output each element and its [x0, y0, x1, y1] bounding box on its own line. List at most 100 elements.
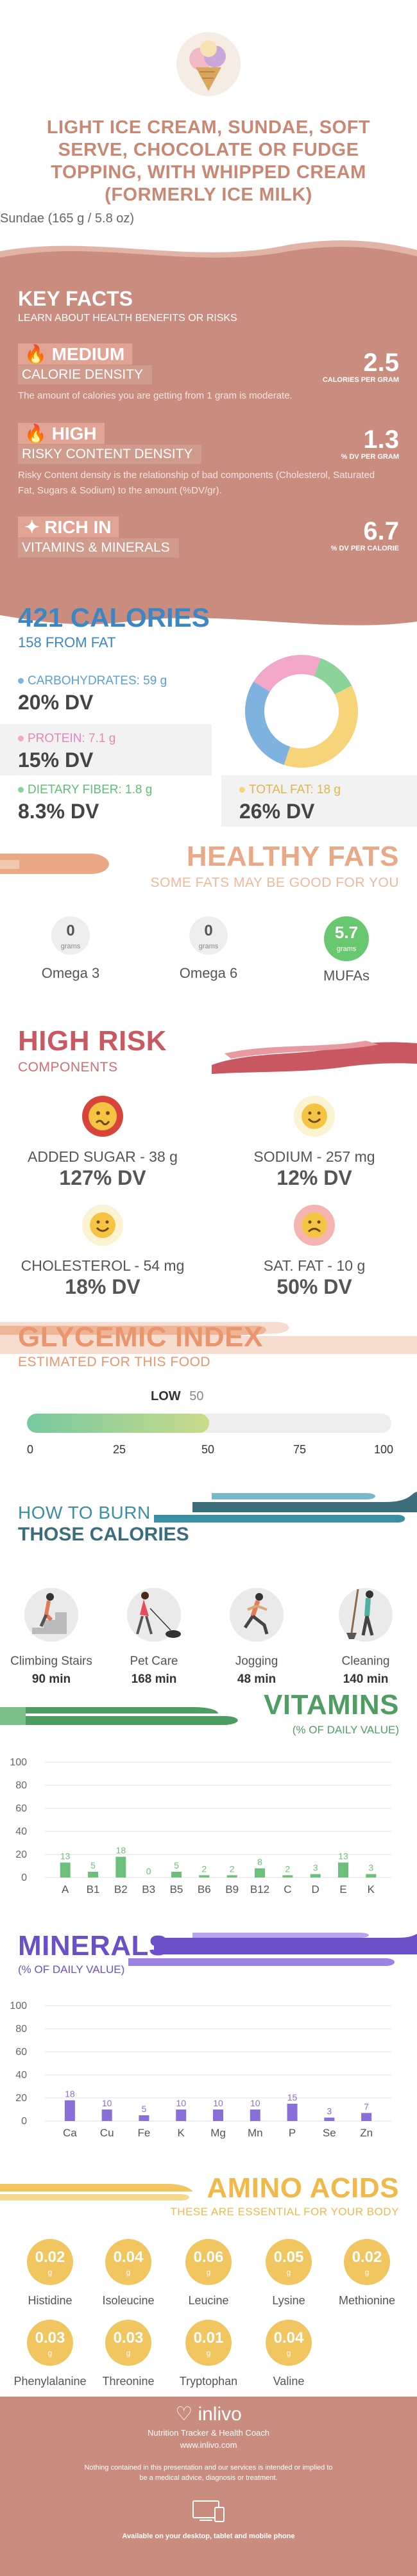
burn-banner	[154, 1492, 417, 1523]
amino-item: 0.02 g Histidine	[12, 2239, 89, 2308]
y-tick-label: 40	[15, 1826, 27, 1837]
x-tick-label: Cu	[100, 2127, 114, 2139]
calories-title: 421 CALORIES	[18, 602, 210, 632]
calorie-density-desc: The amount of calories you are getting f…	[18, 390, 293, 401]
bar-value-label: 5	[90, 1860, 96, 1870]
footer-available: Available on your desktop, tablet and mo…	[122, 2532, 295, 2540]
bar-value-label: 10	[176, 2098, 186, 2108]
burn-jogging: Jogging 48 min	[212, 1583, 302, 1687]
vitamins-title: VITAMINS	[264, 1689, 399, 1721]
x-tick-label: B1	[87, 1883, 100, 1895]
heart-icon: ♡	[175, 2404, 193, 2425]
x-tick-label: Se	[323, 2127, 336, 2139]
risky-density-value: 1.3% DV PER GRAM	[341, 425, 399, 461]
bar	[287, 2104, 298, 2121]
x-tick-label: P	[289, 2127, 296, 2139]
fiber-slice	[314, 658, 352, 695]
bar-value-label: 3	[313, 1863, 318, 1873]
x-tick-label: K	[178, 2127, 185, 2139]
glycemic-subtitle: ESTIMATED FOR THIS FOOD	[18, 1355, 211, 1369]
calorie-density-value: 2.5 CALORIES PER GRAM	[322, 349, 399, 384]
y-tick-label: 0	[21, 2116, 27, 2127]
sad-face-icon	[294, 1205, 335, 1246]
bar-value-label: 5	[142, 2104, 147, 2114]
footer-tagline: Nutrition Tracker & Health Coach	[147, 2428, 270, 2438]
added-sugar-risk: ADDED SUGAR - 38 g 127% DV	[6, 1096, 199, 1190]
glycemic-value: 50	[189, 1389, 204, 1403]
carbs-slice	[245, 681, 291, 765]
bar	[176, 2110, 187, 2121]
bar	[361, 2113, 372, 2121]
fat-row: TOTAL FAT: 18 g 26% DV	[221, 775, 417, 827]
bar-value-label: 10	[102, 2098, 112, 2108]
vitamins-minerals-label: VITAMINS & MINERALS	[18, 538, 179, 557]
footer-disclaimer: Nothing contained in this presentation a…	[84, 2464, 333, 2482]
carbs-row: CARBOHYDRATES: 59 g 20% DV	[0, 666, 212, 718]
bar	[226, 1875, 237, 1878]
bar	[338, 1862, 348, 1878]
calorie-density-label: CALORIE DENSITY	[18, 365, 153, 384]
amino-item: 0.06 g Leucine	[170, 2239, 247, 2308]
y-tick-label: 0	[21, 1872, 27, 1883]
bar-value-label: 15	[287, 2092, 298, 2102]
high-risk-subtitle: COMPONENTS	[18, 1060, 118, 1075]
calories-donut-chart	[245, 655, 358, 768]
glycemic-bar-fill	[27, 1414, 209, 1433]
serving-size: Sundae (165 g / 5.8 oz)	[0, 211, 135, 226]
hero: LIGHT ICE CREAM, SUNDAE, SOFT SERVE, CHO…	[0, 0, 417, 211]
glycemic-reading: LOW 50	[151, 1389, 203, 1404]
x-tick-label: B5	[170, 1883, 183, 1895]
fat-slice	[284, 685, 358, 768]
minerals-banner	[128, 1933, 417, 1966]
protein-row: PROTEIN: 7.1 g 15% DV	[0, 724, 212, 775]
calorie-density-tag: 🔥 MEDIUM	[18, 343, 133, 365]
risky-density-desc: Risky Content density is the relationshi…	[18, 470, 375, 496]
bar-value-label: 18	[65, 2089, 75, 2099]
happy-face-icon	[82, 1205, 123, 1246]
bar	[101, 2110, 112, 2121]
high-risk-title: HIGH RISK	[18, 1025, 167, 1057]
vitamins-minerals-tag: ✦ RICH IN	[18, 516, 119, 538]
burn-title-line1: HOW TO BURN	[18, 1503, 151, 1523]
key-facts-title: KEY FACTS	[18, 287, 133, 310]
bar-value-label: 3	[327, 2106, 332, 2117]
y-tick-label: 100	[10, 2001, 27, 2011]
sat-fat-risk: SAT. FAT - 10 g 50% DV	[218, 1205, 411, 1299]
y-tick-label: 80	[15, 2024, 27, 2035]
burn-title-line2: THOSE CALORIES	[18, 1524, 189, 1545]
gi-tick: 50	[201, 1443, 215, 1456]
x-tick-label: Fe	[138, 2127, 151, 2139]
x-tick-label: B6	[198, 1883, 211, 1895]
y-tick-label: 100	[10, 1757, 27, 1768]
minerals-chart: 100 80 60 40 20 0 18 Ca 10 Cu 5 Fe 10 K 10 Mg 10 Mn 15 P 3 Se…	[10, 2001, 391, 2139]
bar	[199, 1875, 210, 1878]
footer-logo[interactable]: ♡ inlivo	[175, 2404, 242, 2425]
x-tick-label: E	[339, 1883, 346, 1895]
risky-density-label: RISKY CONTENT DENSITY	[18, 445, 202, 464]
y-tick-label: 20	[15, 1849, 27, 1860]
footer-url[interactable]: www.inlivo.com	[180, 2440, 237, 2450]
cleaning-icon	[321, 1583, 411, 1647]
devices-icon	[0, 2498, 417, 2527]
bar-value-label: 3	[368, 1863, 373, 1873]
flame-icon: 🔥	[24, 344, 47, 364]
amino-item: 0.05 g Lysine	[250, 2239, 327, 2308]
bar-value-label: 8	[257, 1857, 262, 1867]
amino-item: 0.03 g Phenylalanine	[12, 2320, 89, 2388]
mufas-fact: 5.7 grams MUFAs	[289, 916, 404, 984]
bar-value-label: 10	[213, 2098, 223, 2108]
gi-tick: 25	[113, 1443, 126, 1456]
bar	[324, 2117, 335, 2121]
amino-item: 0.02 g Methionine	[328, 2239, 405, 2308]
sick-face-icon	[82, 1096, 123, 1137]
flame-icon: 🔥	[24, 424, 47, 443]
glycemic-banner	[0, 1322, 417, 1354]
healthy-fats-title: HEALTHY FATS	[186, 841, 399, 872]
bar	[64, 2100, 75, 2121]
calories-from-fat: 158 FROM FAT	[18, 634, 116, 650]
amino-item: 0.03 g Threonine	[90, 2320, 167, 2388]
vitamins-chart: 100 80 60 40 20 0 13 A 5 B1 18 B2 0 B3 5 B5 2 B6 2 B9 8 B12 2 C…	[10, 1757, 391, 1895]
gi-tick: 75	[293, 1443, 307, 1456]
glycemic-level: LOW	[151, 1389, 181, 1403]
healthy-fats-banner	[0, 854, 109, 874]
